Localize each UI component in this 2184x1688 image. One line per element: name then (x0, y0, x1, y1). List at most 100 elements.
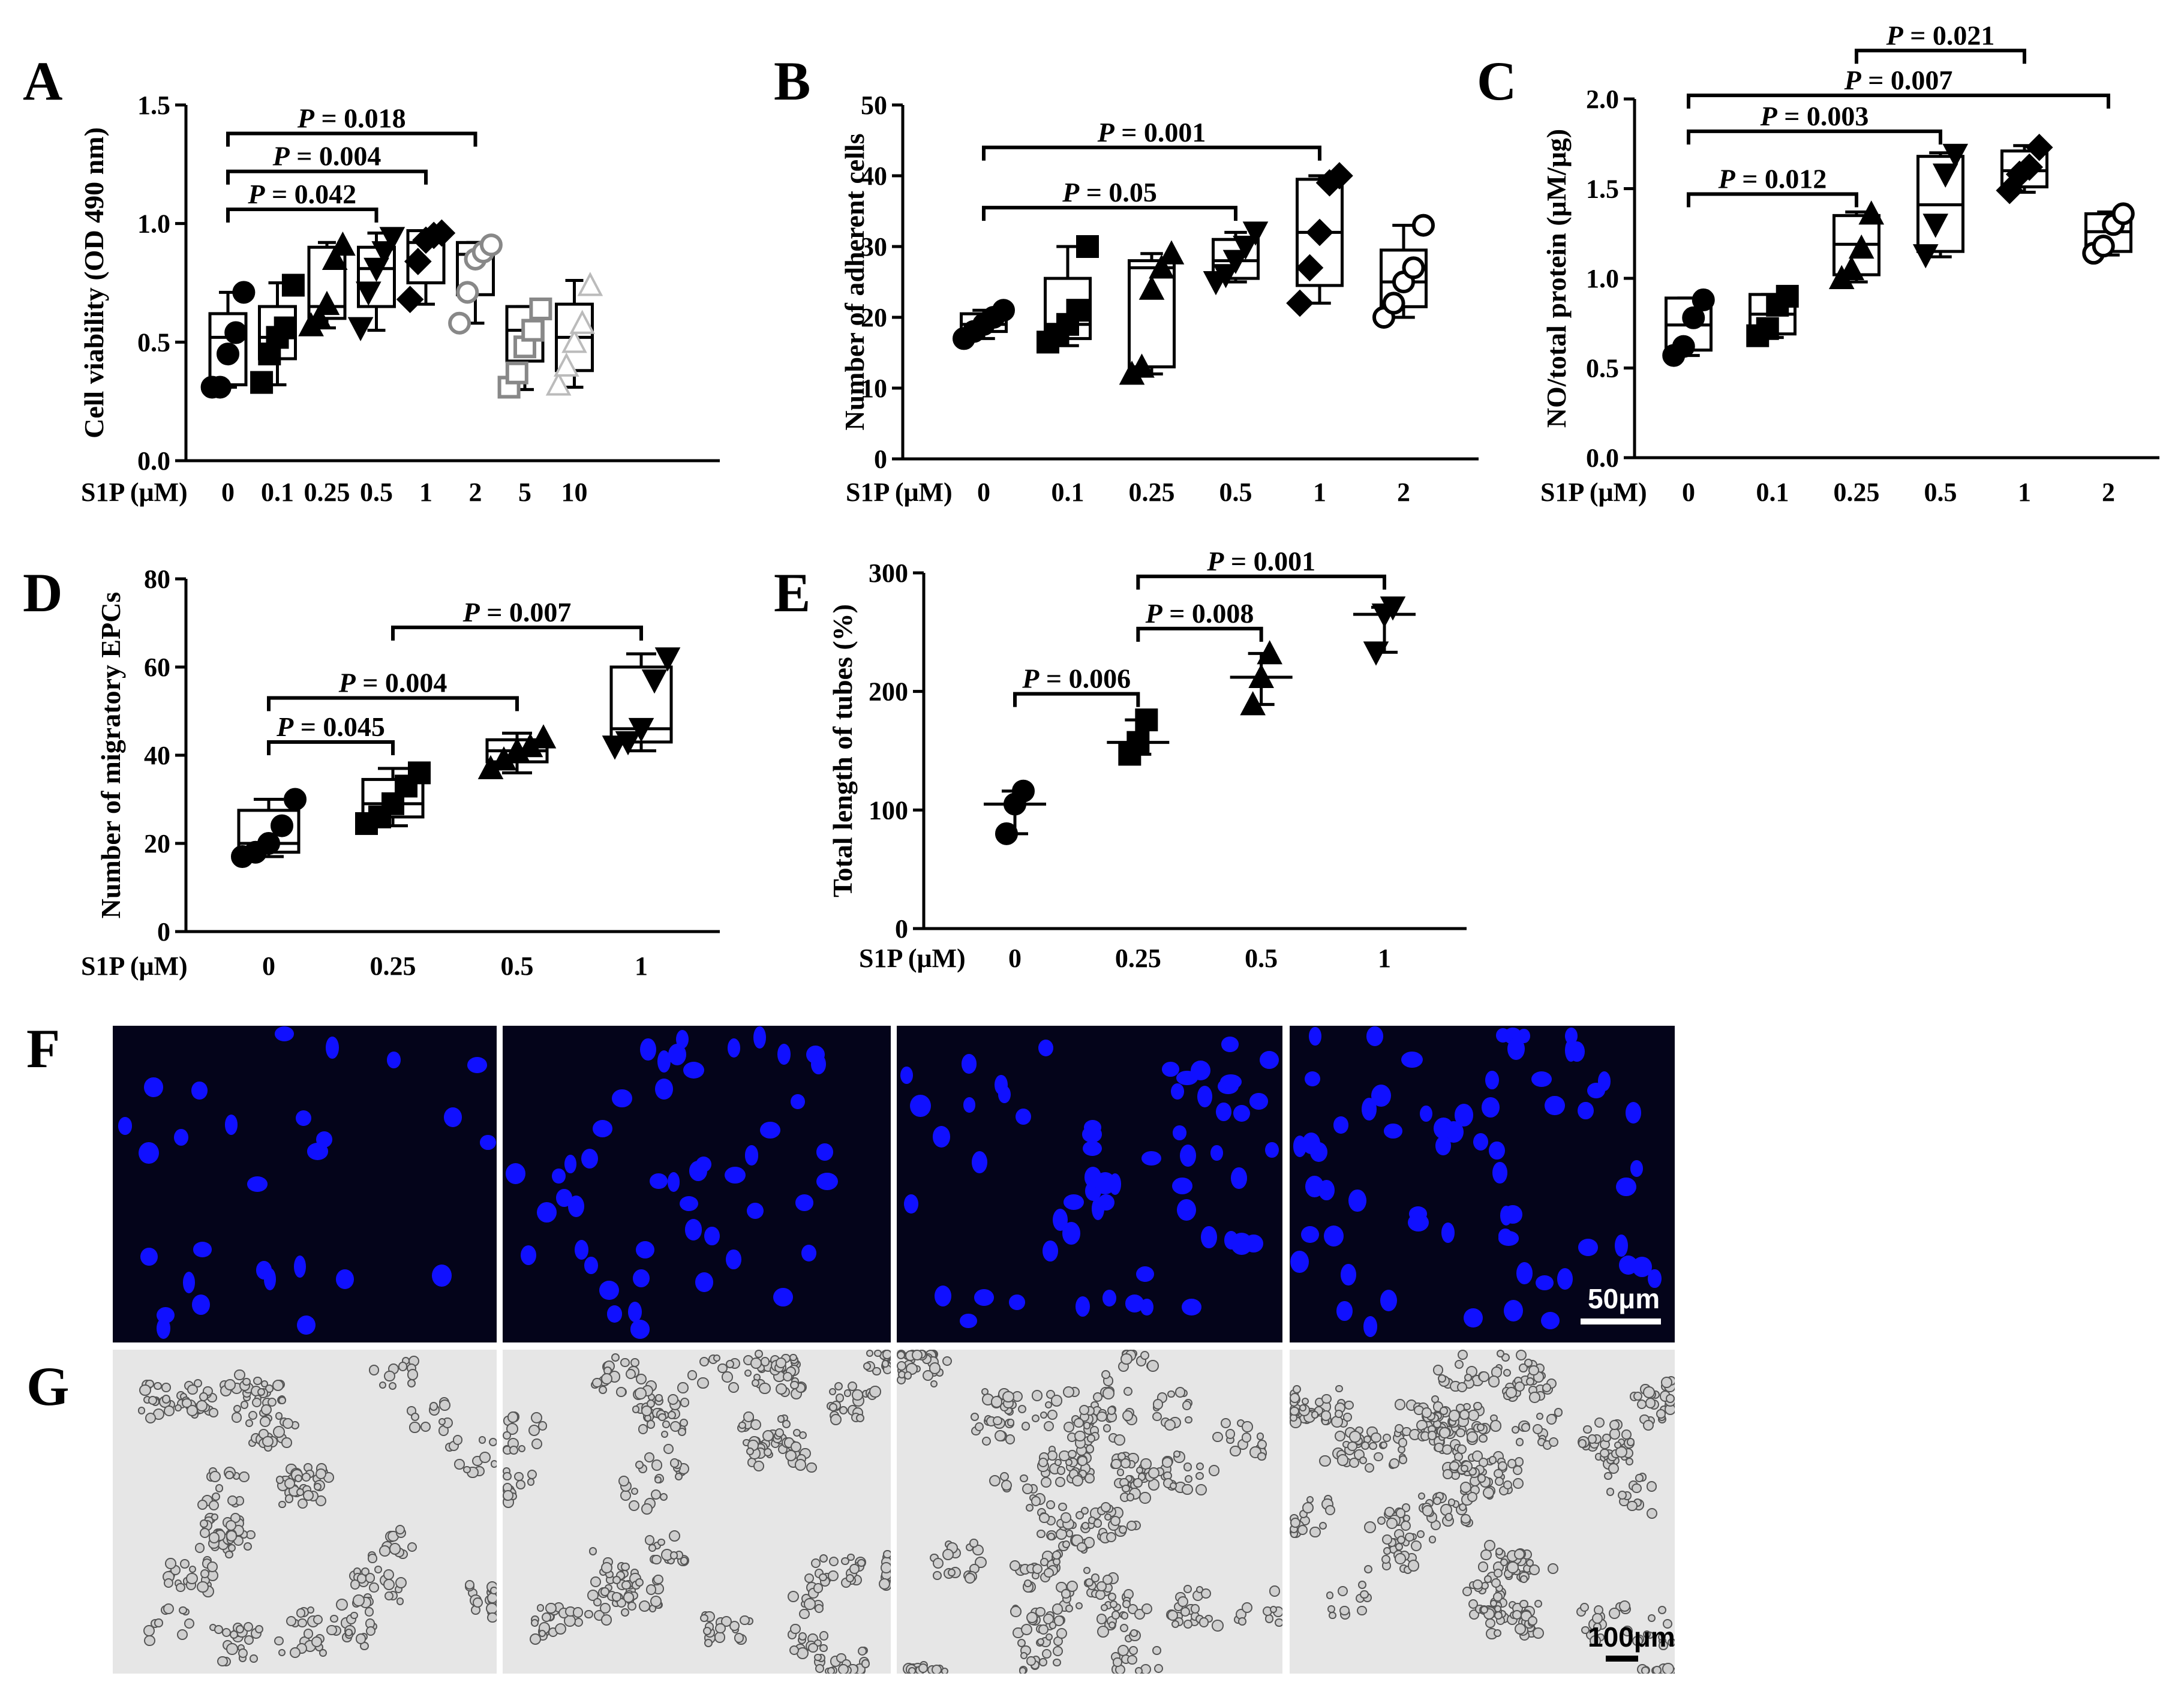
cell (1448, 1409, 1461, 1422)
significance-bracket: P = 0.05 (982, 177, 1237, 221)
nucleus (144, 1077, 163, 1097)
cell (661, 1430, 669, 1438)
cell (1386, 1518, 1398, 1529)
cell (790, 1380, 799, 1390)
cell (839, 1405, 848, 1414)
cell (479, 1452, 491, 1464)
nucleus (628, 1302, 642, 1323)
y-tick-label: 2.0 (1586, 85, 1619, 114)
box-0 (200, 281, 256, 399)
y-axis-title: Number of adherent cells (839, 133, 870, 430)
cell (1127, 1654, 1137, 1665)
cell (828, 1556, 839, 1567)
cell (1583, 1425, 1592, 1434)
nucleus (676, 1029, 689, 1049)
cell (1396, 1535, 1405, 1544)
nucleus (816, 1172, 838, 1191)
cell (1334, 1430, 1345, 1442)
cell (268, 1397, 277, 1407)
cell (1071, 1475, 1084, 1487)
nucleus (296, 1110, 312, 1127)
nucleus (760, 1121, 780, 1139)
cell (335, 1599, 348, 1611)
nucleus (1630, 1160, 1643, 1177)
nucleus (1197, 1085, 1213, 1108)
p-symbol: P (297, 103, 315, 133)
p-symbol: P (1206, 546, 1224, 576)
nucleus (655, 1079, 673, 1100)
cell (1632, 1635, 1643, 1647)
nucleus (1384, 1124, 1402, 1139)
data-point (284, 788, 307, 811)
cell (1602, 1433, 1611, 1442)
cell (554, 1623, 567, 1635)
cell (1077, 1456, 1088, 1467)
box-2 (1828, 200, 1885, 289)
cell (1116, 1468, 1124, 1476)
p-symbol: P (1097, 117, 1115, 148)
y-tick-label: 1.0 (137, 209, 170, 239)
nucleus (1053, 1208, 1068, 1232)
cell (1046, 1500, 1055, 1510)
cell (1516, 1350, 1527, 1361)
data-point (257, 832, 280, 855)
cell (1148, 1467, 1160, 1479)
data-point (381, 792, 404, 815)
cell (785, 1450, 797, 1462)
nucleus (1587, 1082, 1605, 1098)
p-value: = 0.001 (1224, 546, 1315, 576)
cell (644, 1452, 655, 1463)
data-point (561, 329, 587, 353)
p-symbol: P (1145, 598, 1163, 629)
cell (746, 1447, 755, 1456)
data-point (2025, 133, 2053, 161)
y-tick-label: 80 (144, 564, 170, 594)
cell (1529, 1392, 1540, 1403)
nucleus (1545, 1095, 1565, 1116)
cell (163, 1578, 174, 1588)
cell (473, 1597, 483, 1608)
data-point (1138, 275, 1165, 300)
cell (344, 1628, 353, 1637)
cell (1666, 1394, 1675, 1403)
cell (625, 1368, 636, 1380)
data-point (641, 669, 668, 694)
cell (660, 1492, 668, 1501)
cell (227, 1495, 238, 1506)
cell (1466, 1431, 1478, 1443)
cell (1547, 1563, 1558, 1574)
cell (527, 1469, 537, 1479)
bracket-line (982, 145, 1321, 161)
cell (233, 1405, 242, 1413)
cell (1443, 1468, 1453, 1479)
cell (514, 1471, 524, 1482)
cell (1302, 1501, 1314, 1513)
cell (1152, 1411, 1162, 1422)
cell (1063, 1422, 1074, 1433)
box-0 (953, 299, 1015, 350)
cell (1337, 1586, 1348, 1597)
cell (188, 1565, 197, 1573)
cell (964, 1572, 976, 1584)
nucleus (611, 1089, 632, 1108)
cell (1534, 1600, 1542, 1608)
nucleus (1305, 1175, 1324, 1198)
cell (1111, 1611, 1120, 1620)
box-1 (1037, 235, 1099, 354)
box-0 (231, 788, 307, 869)
cell (215, 1484, 224, 1492)
cell (1074, 1417, 1084, 1428)
nucleus (1102, 1290, 1116, 1306)
nucleus (932, 1126, 951, 1148)
data-point (448, 311, 471, 335)
cell (298, 1618, 307, 1628)
nucleus (1161, 1062, 1179, 1077)
cell (1554, 1408, 1563, 1417)
cell (969, 1539, 978, 1548)
cell (644, 1535, 655, 1545)
cell (1417, 1530, 1425, 1538)
cell (1270, 1605, 1278, 1613)
p-value: = 0.003 (1777, 101, 1869, 131)
nucleus (1244, 1234, 1264, 1253)
cell (992, 1416, 1002, 1426)
